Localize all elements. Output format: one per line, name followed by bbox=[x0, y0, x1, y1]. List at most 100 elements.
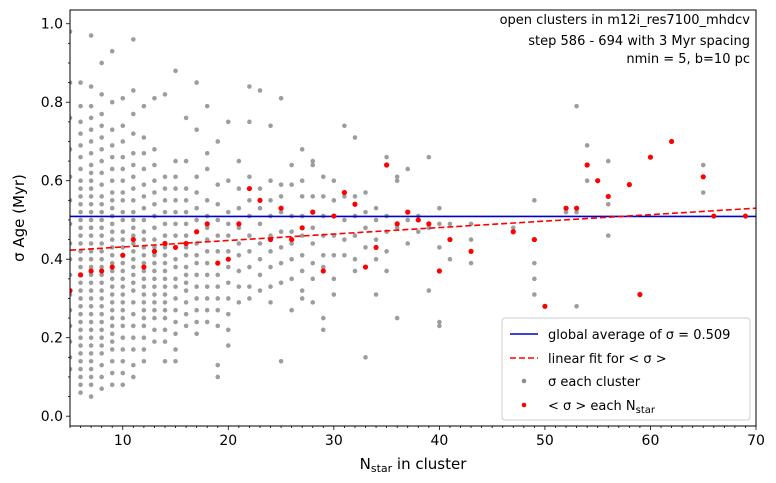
cluster-sigma-point bbox=[70, 221, 73, 227]
legend-label-global-average: global average of σ = 0.509 bbox=[548, 328, 730, 343]
cluster-sigma-point bbox=[320, 174, 326, 180]
cluster-sigma-point bbox=[437, 221, 442, 227]
mean-sigma-point bbox=[236, 221, 242, 227]
cluster-sigma-point bbox=[141, 217, 147, 223]
cluster-sigma-point bbox=[120, 96, 126, 101]
cluster-sigma-point bbox=[204, 237, 210, 242]
cluster-sigma-point bbox=[78, 335, 83, 340]
y-tick-label: 0.8 bbox=[41, 95, 63, 111]
mean-sigma-point bbox=[172, 244, 179, 251]
cluster-sigma-point bbox=[141, 358, 147, 364]
cluster-sigma-point bbox=[162, 260, 168, 266]
cluster-sigma-point bbox=[215, 374, 221, 380]
cluster-sigma-point bbox=[584, 143, 590, 148]
cluster-sigma-point bbox=[247, 264, 252, 270]
x-tick-label: 50 bbox=[536, 433, 554, 449]
cluster-sigma-point bbox=[78, 201, 83, 207]
cluster-sigma-point bbox=[152, 245, 157, 250]
cluster-sigma-point bbox=[70, 241, 73, 246]
cluster-sigma-point bbox=[120, 217, 126, 223]
cluster-sigma-point bbox=[204, 225, 210, 231]
cluster-sigma-point bbox=[278, 194, 284, 199]
cluster-sigma-point bbox=[574, 209, 579, 215]
cluster-sigma-point bbox=[194, 190, 199, 195]
cluster-sigma-point bbox=[162, 358, 168, 364]
cluster-sigma-point bbox=[352, 268, 358, 274]
cluster-sigma-point bbox=[120, 260, 126, 266]
cluster-sigma-point bbox=[331, 178, 337, 184]
cluster-sigma-point bbox=[437, 323, 442, 329]
cluster-sigma-point bbox=[236, 186, 242, 191]
cluster-sigma-point bbox=[70, 80, 73, 85]
cluster-sigma-point bbox=[78, 143, 83, 148]
cluster-sigma-point bbox=[78, 288, 83, 293]
cluster-sigma-point bbox=[88, 249, 94, 254]
cluster-sigma-point bbox=[152, 307, 157, 313]
cluster-sigma-point bbox=[70, 355, 73, 360]
cluster-sigma-point bbox=[247, 296, 252, 301]
cluster-sigma-point bbox=[99, 170, 104, 176]
cluster-sigma-point bbox=[141, 237, 147, 242]
cluster-sigma-point bbox=[120, 198, 126, 203]
cluster-sigma-point bbox=[99, 241, 104, 246]
cluster-sigma-point bbox=[584, 178, 590, 184]
cluster-sigma-point bbox=[700, 162, 706, 168]
mean-sigma-point bbox=[141, 264, 147, 270]
mean-sigma-point bbox=[320, 268, 326, 274]
cluster-sigma-point bbox=[88, 150, 94, 156]
cluster-sigma-point bbox=[162, 315, 168, 321]
cluster-sigma-point bbox=[605, 201, 611, 207]
y-tick-label: 0.4 bbox=[41, 252, 63, 268]
cluster-sigma-point bbox=[532, 198, 537, 203]
x-axis-ticks: 10 20 30 40 50 60 70 bbox=[69, 426, 765, 449]
cluster-sigma-point bbox=[88, 343, 94, 348]
cluster-sigma-point bbox=[131, 111, 136, 117]
cluster-sigma-point bbox=[183, 300, 189, 305]
cluster-sigma-point bbox=[120, 323, 126, 329]
cluster-sigma-point bbox=[299, 252, 305, 258]
cluster-sigma-point bbox=[88, 304, 94, 309]
cluster-sigma-point bbox=[236, 284, 242, 289]
cluster-sigma-point bbox=[99, 374, 104, 380]
cluster-sigma-point bbox=[131, 162, 136, 168]
cluster-sigma-point bbox=[99, 225, 104, 231]
cluster-sigma-point bbox=[131, 323, 136, 329]
cluster-sigma-point bbox=[183, 252, 189, 258]
cluster-sigma-point bbox=[257, 88, 263, 93]
cluster-sigma-point bbox=[88, 84, 94, 89]
cluster-sigma-point bbox=[194, 127, 199, 132]
cluster-sigma-point bbox=[131, 362, 136, 368]
cluster-sigma-point bbox=[310, 300, 316, 305]
cluster-sigma-point bbox=[109, 252, 115, 258]
cluster-sigma-point bbox=[236, 300, 242, 305]
cluster-sigma-point bbox=[70, 198, 73, 203]
cluster-sigma-point bbox=[131, 241, 136, 246]
cluster-sigma-point bbox=[215, 249, 221, 254]
cluster-sigma-point bbox=[78, 209, 83, 215]
cluster-sigma-point bbox=[268, 284, 273, 289]
cluster-sigma-point bbox=[109, 237, 115, 242]
cluster-sigma-point bbox=[99, 135, 104, 140]
cluster-sigma-point bbox=[109, 143, 115, 148]
cluster-sigma-point bbox=[257, 241, 263, 246]
cluster-sigma-point bbox=[99, 158, 104, 164]
cluster-sigma-point bbox=[109, 178, 115, 184]
cluster-sigma-point bbox=[700, 190, 706, 195]
cluster-sigma-point bbox=[131, 300, 136, 305]
cluster-sigma-point bbox=[70, 174, 73, 180]
cluster-sigma-point bbox=[70, 115, 73, 121]
cluster-sigma-point bbox=[373, 292, 379, 297]
cluster-sigma-point bbox=[120, 292, 126, 297]
annotation-line-2: step 586 - 694 with 3 Myr spacing bbox=[528, 34, 750, 49]
cluster-sigma-point bbox=[88, 264, 94, 270]
cluster-sigma-point bbox=[109, 48, 115, 54]
cluster-sigma-point bbox=[152, 315, 157, 321]
mean-sigma-point bbox=[405, 209, 411, 215]
cluster-sigma-point bbox=[236, 225, 242, 231]
cluster-sigma-point bbox=[109, 315, 115, 321]
cluster-sigma-point bbox=[109, 229, 115, 235]
cluster-sigma-point bbox=[257, 186, 263, 191]
cluster-sigma-point bbox=[278, 182, 284, 187]
cluster-sigma-point bbox=[120, 370, 126, 376]
cluster-sigma-point bbox=[162, 198, 168, 203]
